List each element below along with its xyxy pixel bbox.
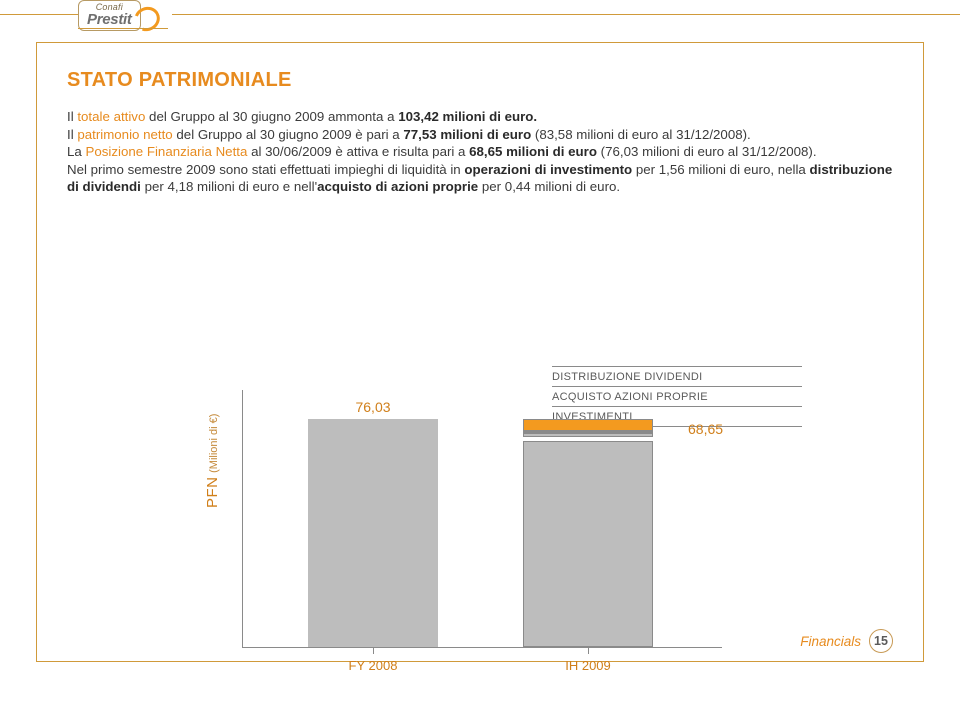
x-tick	[588, 647, 589, 654]
x-tick	[373, 647, 374, 654]
bar-segment-inv	[523, 433, 653, 438]
p4b3: acquisto di azioni proprie	[317, 179, 478, 194]
p2bold: 77,53 milioni di euro	[403, 127, 531, 142]
legend-label: DISTRIBUZIONE DIVIDENDI	[552, 371, 703, 383]
p4a: Nel primo semestre 2009 sono stati effet…	[67, 162, 464, 177]
p1a: Il	[67, 109, 77, 124]
y-axis-unit: (Milioni di €)	[208, 414, 220, 473]
bar: 68,65	[523, 419, 653, 647]
brand-logo-box: Conafi Prestit	[78, 0, 141, 31]
pfn-chart: PFN (Milioni di €) DISTRIBUZIONE DIVIDEN…	[212, 368, 832, 678]
p4c: per 4,18 milioni di euro e nell'	[141, 179, 317, 194]
y-axis-title: PFN	[204, 477, 221, 509]
top-rule-left	[0, 14, 78, 15]
page-footer: Financials 15	[800, 629, 893, 653]
p4b1: operazioni di investimento	[464, 162, 632, 177]
p1hl: totale attivo	[77, 109, 145, 124]
page-title: STATO PATRIMONIALE	[67, 69, 893, 92]
p2b: del Gruppo al 30 giugno 2009 è pari a	[173, 127, 404, 142]
x-axis-label: IH 2009	[565, 658, 611, 673]
p3a: La	[67, 144, 86, 159]
p4b: per 1,56 milioni di euro, nella	[632, 162, 809, 177]
p1b: del Gruppo al 30 giugno 2009 ammonta a	[145, 109, 398, 124]
p1bold: 103,42 milioni di euro.	[398, 109, 537, 124]
brand-line2: Prestit	[87, 12, 132, 27]
y-axis-label: PFN (Milioni di €)	[204, 414, 221, 508]
bar-value-label: 76,03	[355, 399, 390, 415]
bar-segment-base	[523, 441, 653, 647]
body-paragraph: Il totale attivo del Gruppo al 30 giugno…	[67, 108, 893, 196]
p4d: per 0,44 milioni di euro.	[478, 179, 620, 194]
p3c: (76,03 milioni di euro al 31/12/2008).	[597, 144, 817, 159]
p3b: al 30/06/2009 è attiva e risulta pari a	[247, 144, 469, 159]
bar-segment-div	[523, 419, 653, 432]
page: Conafi Prestit STATO PATRIMONIALE Il tot…	[0, 0, 960, 702]
footer-page-number: 15	[869, 629, 893, 653]
content-block: STATO PATRIMONIALE Il totale attivo del …	[37, 43, 923, 196]
footer-section-label: Financials	[800, 634, 861, 649]
brand-logo: Conafi Prestit	[78, 0, 160, 31]
p2a: Il	[67, 127, 77, 142]
plot-area: 76,03FY 200868,65IH 2009	[242, 390, 722, 648]
x-axis-label: FY 2008	[349, 658, 398, 673]
bar-value-label: 68,65	[688, 421, 723, 437]
content-frame: STATO PATRIMONIALE Il totale attivo del …	[36, 42, 924, 662]
p2c: (83,58 milioni di euro al 31/12/2008).	[531, 127, 751, 142]
top-rule-right	[172, 14, 960, 15]
p3bold: 68,65 milioni di euro	[469, 144, 597, 159]
legend-row-dividendi: DISTRIBUZIONE DIVIDENDI	[552, 366, 802, 387]
p3hl: Posizione Finanziaria Netta	[86, 144, 248, 159]
p2hl: patrimonio netto	[77, 127, 172, 142]
brand-underline	[78, 28, 168, 29]
bar: 76,03	[308, 419, 438, 647]
